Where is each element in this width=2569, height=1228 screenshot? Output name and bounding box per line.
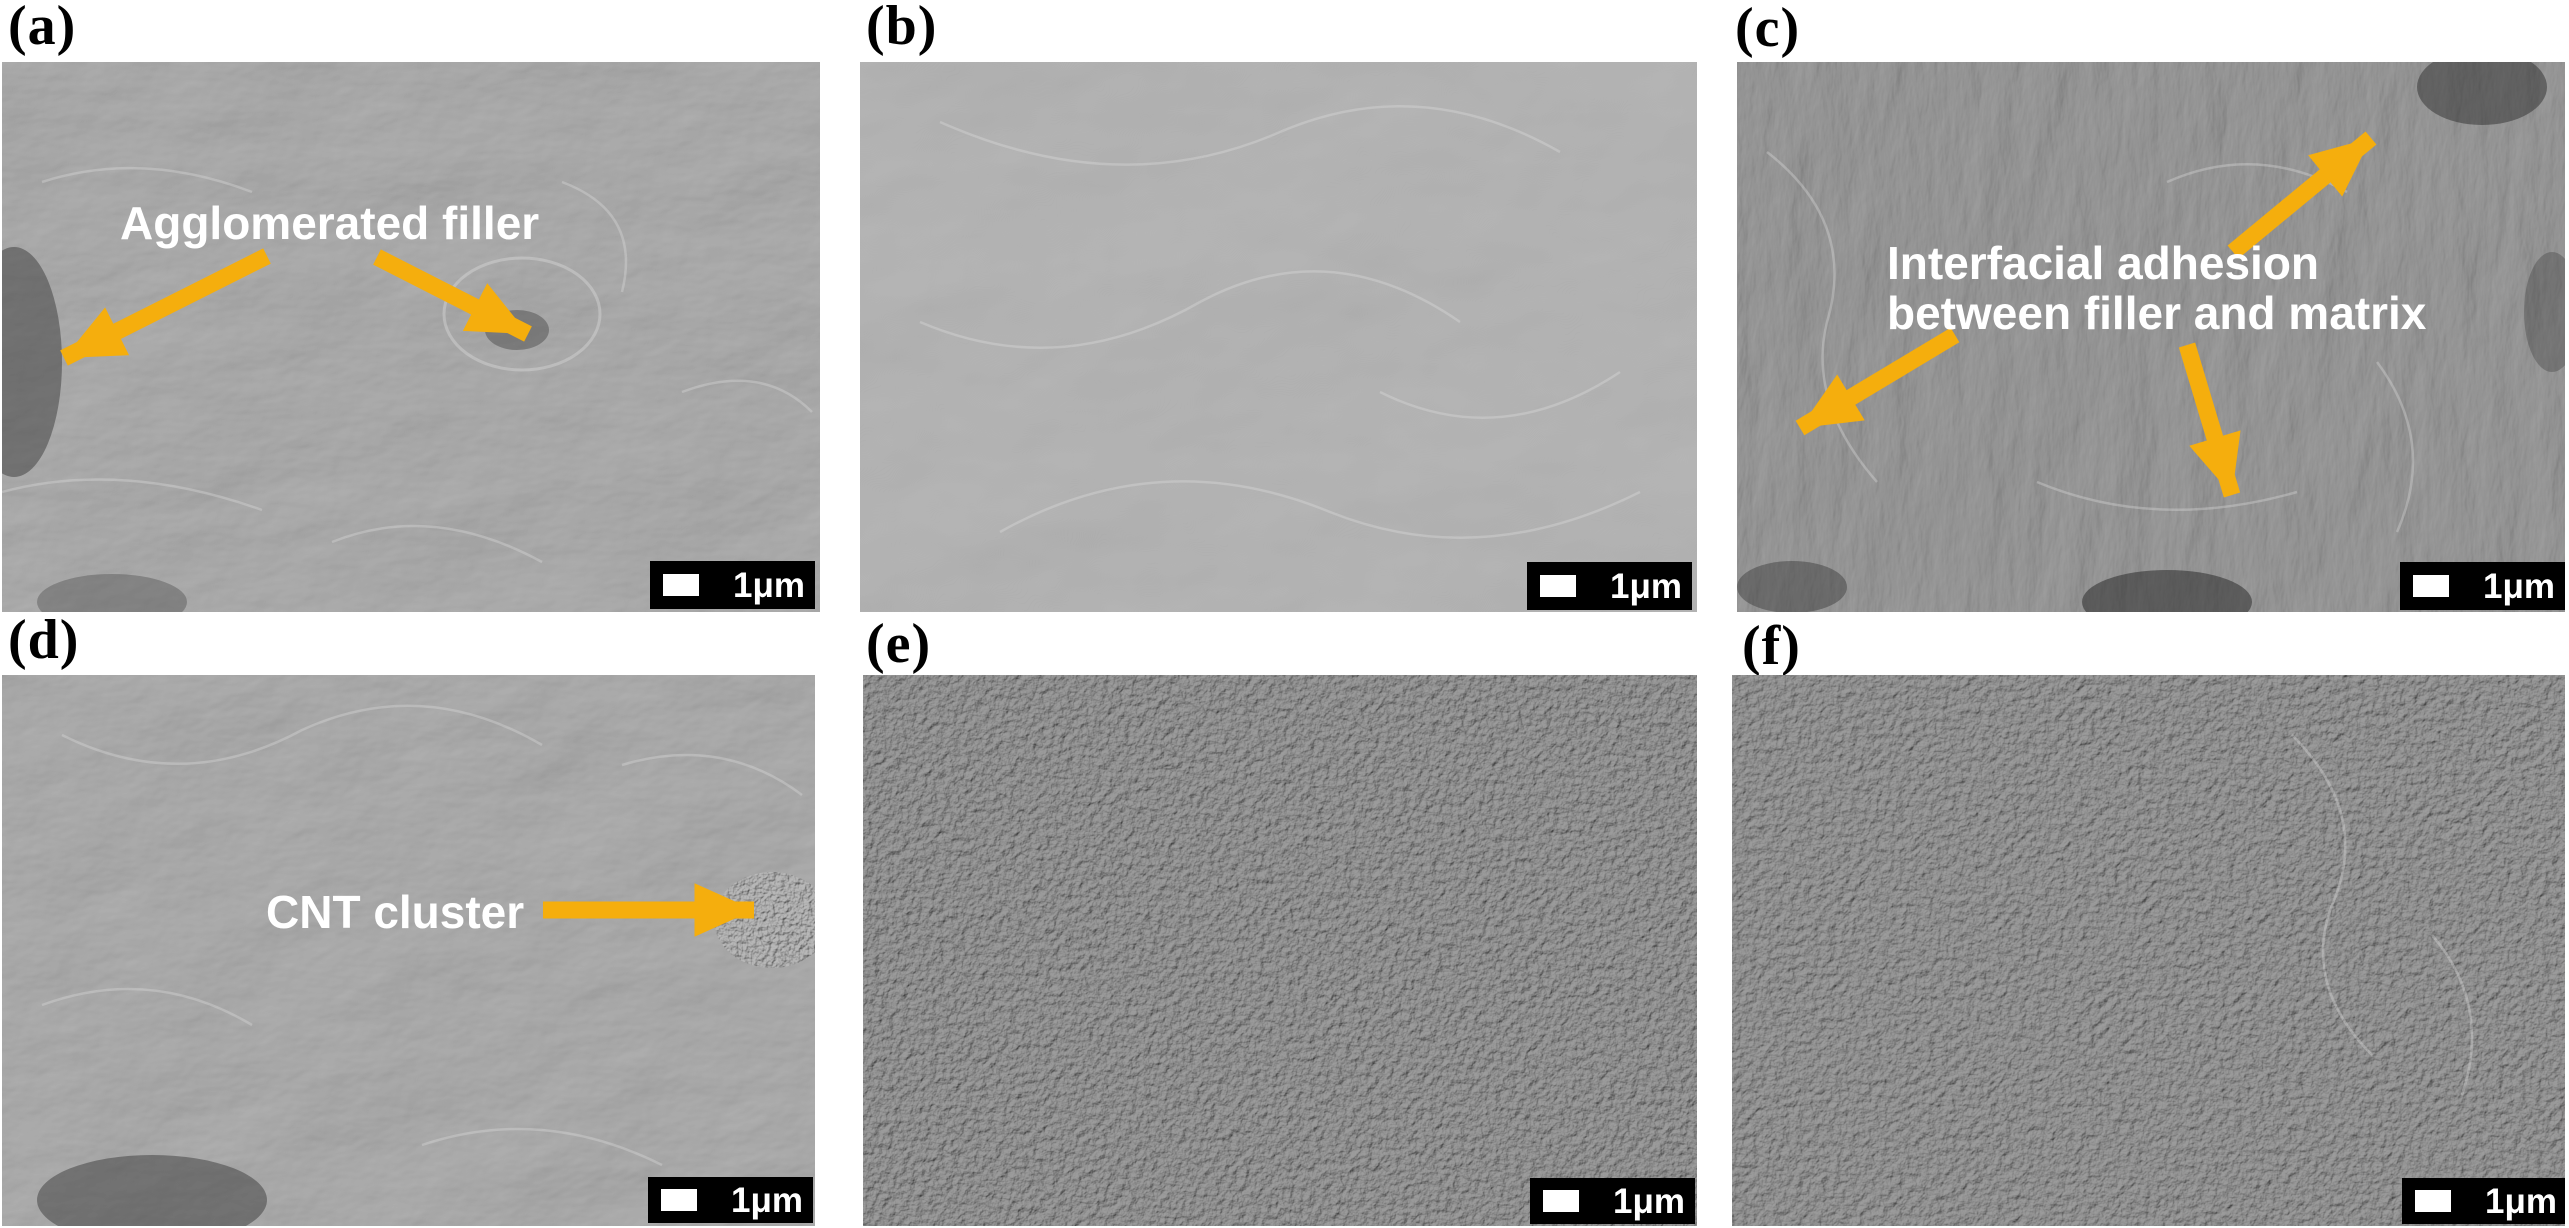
sem-image-b — [860, 62, 1697, 612]
annotation-interfacial-adhesion: Interfacial adhesion between filler and … — [1887, 238, 2426, 338]
panel-b: 1μm — [860, 62, 1697, 612]
scalebar-label: 1μm — [1613, 1181, 1685, 1221]
panel-label-c: (c) — [1735, 0, 1801, 59]
scalebar-label: 1μm — [2485, 1181, 2557, 1221]
scalebar-label: 1μm — [731, 1180, 803, 1220]
scalebar-marker — [1540, 575, 1576, 597]
arrow-icon-agglomerate-right — [373, 249, 532, 342]
sem-image-c — [1737, 62, 2565, 612]
scalebar-marker — [1543, 1190, 1579, 1212]
arrow-icon-adhesion-down — [2178, 342, 2241, 498]
panel-label-a: (a) — [8, 0, 77, 57]
scalebar-marker — [663, 574, 699, 596]
annotation-cnt-cluster: CNT cluster — [266, 886, 525, 938]
fracture-features-a — [2, 166, 813, 612]
scalebar-label: 1μm — [1610, 566, 1682, 606]
arrow-icon-agglomerate-left — [60, 248, 271, 366]
scalebar-f: 1μm — [2402, 1178, 2565, 1224]
scalebar-c: 1μm — [2400, 562, 2565, 610]
panel-f: 1μm — [1732, 675, 2565, 1226]
scalebar-b: 1μm — [1527, 562, 1692, 610]
scalebar-marker — [661, 1189, 697, 1211]
annotation-agglomerated-filler: Agglomerated filler — [120, 197, 540, 249]
panel-label-e: (e) — [866, 613, 932, 675]
sem-image-f — [1732, 675, 2565, 1226]
scalebar-marker — [2415, 1190, 2451, 1212]
fracture-features-f — [2291, 734, 2474, 1096]
arrows-c — [1795, 131, 2377, 498]
scalebar-label: 1μm — [2483, 566, 2555, 606]
panel-c: Interfacial adhesion between filler and … — [1737, 62, 2565, 612]
scalebar-e: 1μm — [1530, 1178, 1695, 1224]
arrow-icon-adhesion-up — [2227, 131, 2377, 259]
panel-d: CNT cluster 1μm — [2, 675, 815, 1226]
sem-image-d — [2, 675, 815, 1226]
scalebar-label: 1μm — [733, 565, 805, 605]
panel-label-b: (b) — [866, 0, 938, 57]
arrow-icon-adhesion-left — [1795, 327, 1960, 436]
scalebar-a: 1μm — [650, 561, 815, 609]
panel-label-d: (d) — [8, 609, 80, 671]
sem-image-e — [863, 675, 1697, 1226]
wrinkle-features-b — [919, 105, 1641, 539]
scalebar-marker — [2413, 575, 2449, 597]
panel-e: 1μm — [863, 675, 1697, 1226]
annotation-line-2: between filler and matrix — [1887, 287, 2427, 339]
arrows-a — [60, 248, 532, 366]
panel-label-f: (f) — [1742, 615, 1801, 677]
annotation-line-1: Interfacial adhesion — [1887, 237, 2320, 289]
panel-a: Agglomerated filler 1μm — [2, 62, 820, 612]
sem-image-a — [2, 62, 820, 612]
fracture-features-c — [1737, 62, 2565, 612]
scalebar-d: 1μm — [648, 1177, 813, 1223]
